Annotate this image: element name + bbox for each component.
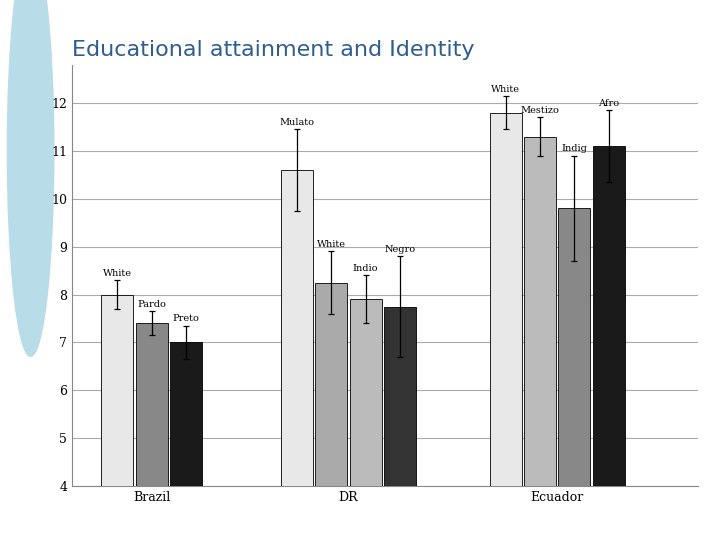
Text: Negro: Negro <box>384 245 415 254</box>
Text: White: White <box>491 85 520 93</box>
Bar <box>559 208 590 486</box>
Bar <box>315 282 347 486</box>
Bar <box>490 113 521 486</box>
Text: Pardo: Pardo <box>138 300 166 309</box>
Bar <box>170 342 202 486</box>
Bar <box>350 299 382 486</box>
Text: White: White <box>317 240 346 249</box>
Text: White: White <box>103 269 132 278</box>
Bar <box>281 170 312 486</box>
Text: Educational attainment and Identity: Educational attainment and Identity <box>72 40 474 60</box>
Text: Mestizo: Mestizo <box>521 106 559 115</box>
Circle shape <box>7 0 54 356</box>
Bar <box>593 146 625 486</box>
Text: Mulato: Mulato <box>279 118 314 127</box>
Text: Indio: Indio <box>353 264 378 273</box>
Bar <box>102 294 133 486</box>
Text: Preto: Preto <box>173 314 199 323</box>
Bar <box>136 323 168 486</box>
Text: Indig: Indig <box>562 144 588 153</box>
Circle shape <box>11 232 50 540</box>
Bar <box>524 137 556 486</box>
Bar <box>384 307 416 486</box>
Text: Afro: Afro <box>598 99 619 108</box>
Circle shape <box>0 0 64 448</box>
